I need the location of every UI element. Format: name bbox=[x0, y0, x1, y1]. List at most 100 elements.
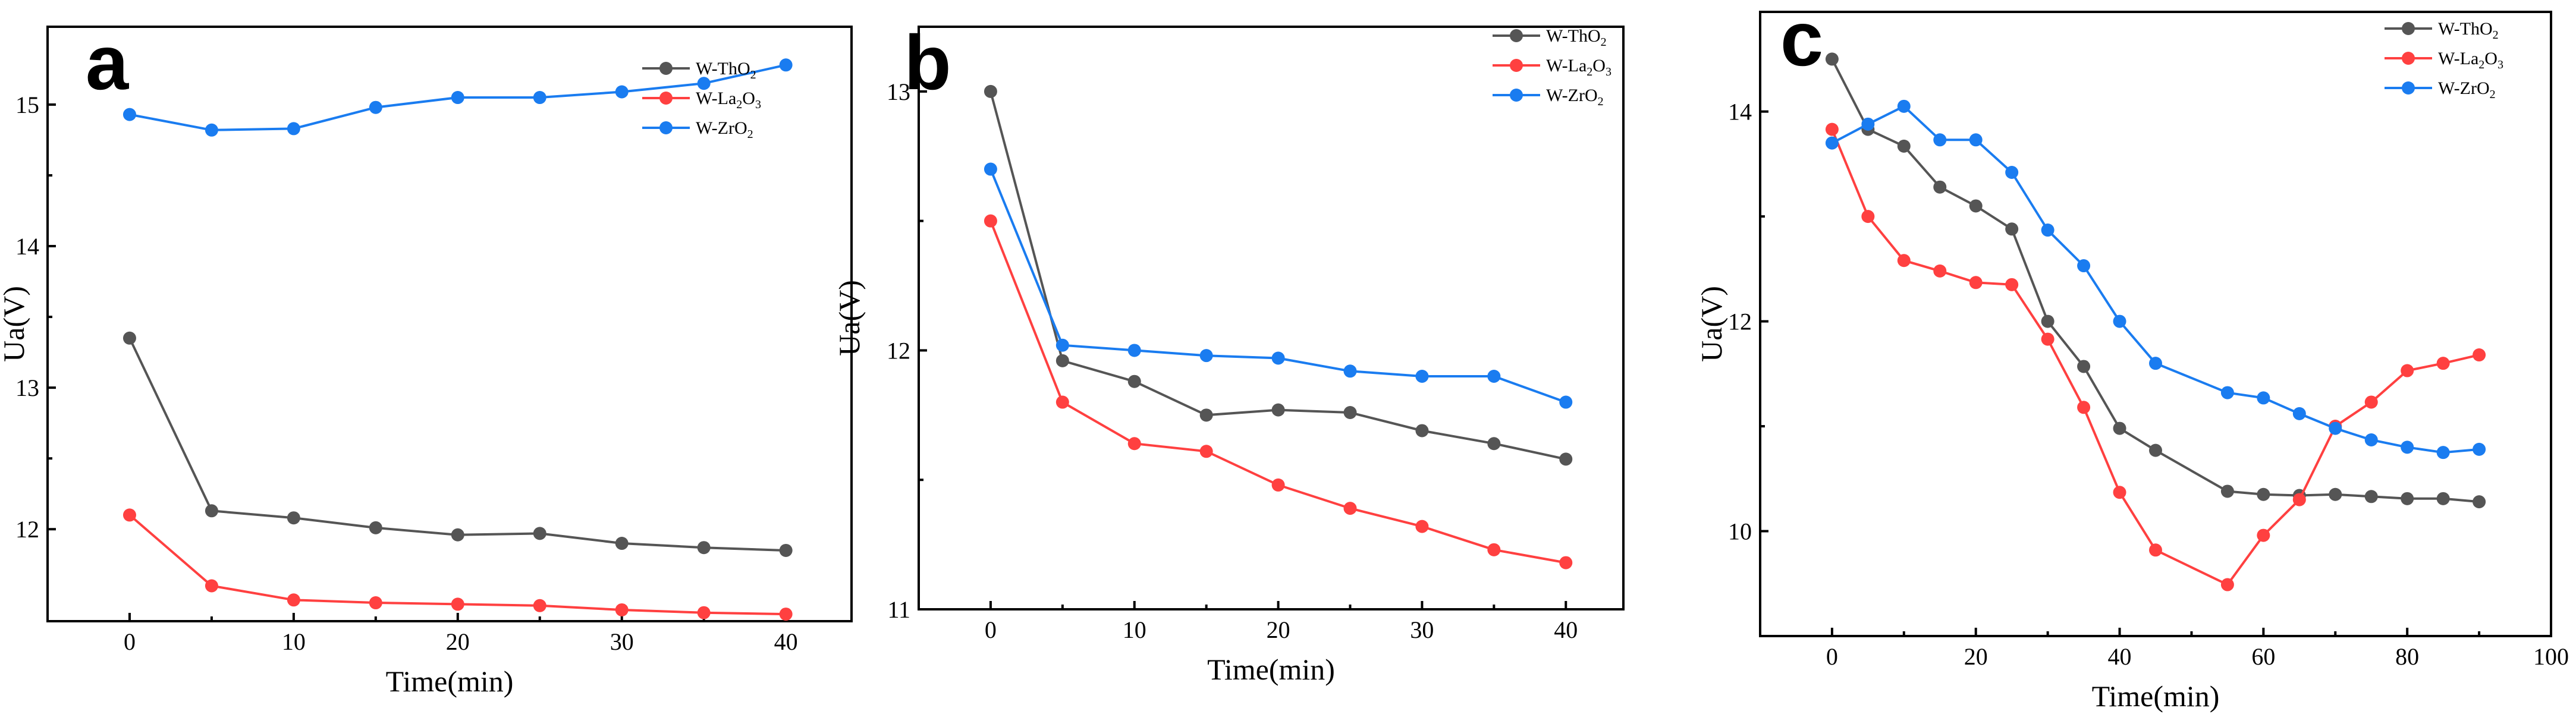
data-point bbox=[369, 521, 382, 534]
data-point bbox=[1933, 180, 1947, 194]
data-point bbox=[2401, 440, 2414, 454]
legend: W-ThO2 W-La2O3 W-ZrO2 bbox=[642, 59, 761, 141]
data-point bbox=[369, 100, 382, 114]
data-point bbox=[2292, 493, 2306, 506]
plot-frame bbox=[46, 26, 853, 622]
legend-swatch-marker bbox=[2402, 81, 2415, 95]
legend-label: W-ZrO2 bbox=[696, 118, 753, 141]
legend-swatch-marker bbox=[659, 92, 673, 105]
data-point bbox=[2220, 578, 2234, 591]
legend-label-subscript: 3 bbox=[1606, 65, 1611, 78]
data-point bbox=[779, 608, 793, 621]
data-point bbox=[1127, 374, 1141, 388]
data-point bbox=[1127, 437, 1141, 451]
data-point bbox=[1343, 502, 1357, 515]
data-point bbox=[2149, 443, 2162, 457]
data-point bbox=[1415, 520, 1429, 533]
legend-label-subscript: 2 bbox=[2490, 88, 2496, 101]
legend-label: W-ZrO2 bbox=[1546, 86, 1604, 108]
data-point bbox=[1055, 338, 1069, 352]
data-point bbox=[1055, 395, 1069, 409]
legend-label: W-ThO2 bbox=[1546, 26, 1607, 49]
data-point bbox=[1055, 354, 1069, 367]
data-point bbox=[615, 85, 629, 99]
x-tick-label: 40 bbox=[1554, 616, 1578, 643]
y-tick-label: 10 bbox=[1728, 518, 1752, 545]
data-point bbox=[1969, 133, 1983, 147]
data-point bbox=[1271, 403, 1285, 417]
data-point bbox=[697, 606, 711, 619]
data-point bbox=[1415, 370, 1429, 383]
data-point bbox=[2220, 386, 2234, 399]
legend-label-subscript: 2 bbox=[2493, 29, 2499, 42]
data-point bbox=[1969, 276, 1983, 289]
y-tick-label: 13 bbox=[887, 78, 910, 105]
x-axis-title: Time(min) bbox=[2092, 679, 2220, 713]
x-tick-label: 30 bbox=[610, 628, 634, 655]
data-point bbox=[2364, 433, 2378, 446]
x-tick-label: 0 bbox=[1826, 643, 1838, 670]
data-point bbox=[1897, 254, 1911, 267]
x-tick-label: 10 bbox=[282, 628, 306, 655]
legend-label: W-La2O3 bbox=[696, 89, 761, 111]
panel-label: b bbox=[904, 19, 951, 106]
x-tick-label: 80 bbox=[2395, 643, 2419, 670]
data-point bbox=[2473, 495, 2486, 509]
plot-frame bbox=[1759, 11, 2552, 637]
data-point bbox=[122, 108, 136, 121]
y-tick-label: 12 bbox=[887, 337, 910, 364]
legend-label-name: W-La bbox=[2438, 49, 2478, 68]
data-point bbox=[1559, 452, 1573, 466]
data-point bbox=[205, 579, 218, 593]
data-point bbox=[2077, 401, 2091, 414]
data-point bbox=[2401, 364, 2414, 377]
data-point bbox=[2364, 395, 2378, 409]
data-point bbox=[287, 593, 300, 607]
legend-swatch-marker bbox=[1510, 59, 1523, 72]
legend-label-suffix: O bbox=[2484, 49, 2498, 68]
data-point bbox=[2113, 314, 2126, 328]
panel-label: a bbox=[86, 19, 130, 106]
data-point bbox=[205, 504, 218, 518]
legend-label-subscript: 3 bbox=[755, 98, 761, 111]
legend-label-subscript: 2 bbox=[750, 68, 756, 81]
data-point bbox=[697, 541, 711, 555]
legend-label: W-ThO2 bbox=[696, 59, 756, 81]
data-point bbox=[2005, 166, 2019, 179]
x-tick-label: 100 bbox=[2533, 643, 2569, 670]
data-point bbox=[1825, 136, 1839, 150]
x-tick-label: 0 bbox=[124, 628, 136, 655]
data-point bbox=[2041, 314, 2054, 328]
legend-label-subscript: 2 bbox=[1601, 36, 1607, 49]
data-point bbox=[2401, 492, 2414, 505]
data-point bbox=[2473, 348, 2486, 362]
legend-label-subscript: 2 bbox=[1587, 65, 1592, 78]
data-point bbox=[1271, 351, 1285, 365]
data-point bbox=[2005, 222, 2019, 236]
x-axis-title: Time(min) bbox=[386, 665, 514, 698]
data-point bbox=[2220, 484, 2234, 498]
data-point bbox=[984, 84, 997, 98]
data-point bbox=[1127, 344, 1141, 357]
y-tick-label: 14 bbox=[1728, 99, 1752, 125]
data-point bbox=[2041, 224, 2054, 237]
data-point bbox=[1199, 349, 1213, 363]
legend-label: W-ThO2 bbox=[2438, 19, 2499, 42]
legend-label: W-ZrO2 bbox=[2438, 78, 2496, 101]
legend-label-subscript: 2 bbox=[736, 98, 742, 111]
data-point bbox=[1825, 52, 1839, 66]
legend-label-name: W-ThO bbox=[1546, 26, 1601, 46]
y-tick-label: 12 bbox=[1728, 309, 1752, 335]
series-line bbox=[1831, 105, 2480, 454]
data-point bbox=[205, 123, 218, 137]
data-point bbox=[533, 599, 546, 612]
data-point bbox=[2364, 490, 2378, 503]
data-point bbox=[2436, 446, 2450, 460]
data-point bbox=[697, 77, 711, 90]
